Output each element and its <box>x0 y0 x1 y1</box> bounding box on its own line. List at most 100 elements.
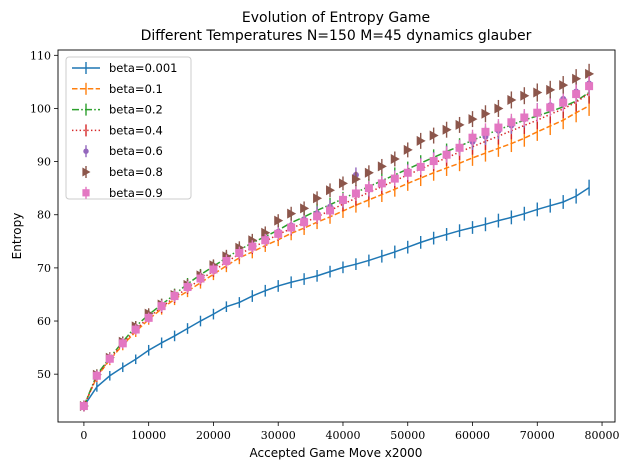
legend-entry-beta-0-2-label: beta=0.2 <box>109 103 163 117</box>
series-beta-0-9-point <box>300 218 309 227</box>
series-beta-0-9-point <box>235 249 244 258</box>
legend-entry-beta-0-2: beta=0.2 <box>72 103 163 117</box>
legend-entry-beta-0-1-label: beta=0.1 <box>109 82 163 96</box>
series-beta-0-9-point <box>79 402 88 411</box>
series-beta-0-9-point <box>390 174 399 183</box>
chart-subtitle: Different Temperatures N=150 M=45 dynami… <box>141 28 532 44</box>
series-beta-0-9-point <box>546 103 555 112</box>
series-beta-0-9-point <box>572 90 581 99</box>
series-beta-0-9-point <box>144 313 153 322</box>
y-axis-label: Entropy <box>10 213 24 260</box>
series-beta-0-8-point <box>468 114 478 125</box>
x-tick-label: 0 <box>80 429 87 442</box>
x-axis-label: Accepted Game Move x2000 <box>250 446 423 460</box>
series-beta-0-9-point <box>559 98 568 107</box>
legend-entry-beta-0-6: beta=0.6 <box>83 144 163 158</box>
series-beta-0-9-point <box>261 236 270 245</box>
series-beta-0-001-line <box>83 187 590 407</box>
series-beta-0-8-point <box>390 153 400 164</box>
series-beta-0-9-point <box>313 212 322 221</box>
series-beta-0-9-point <box>248 242 257 251</box>
series-beta-0-9-point <box>196 274 205 283</box>
series-beta-0-9-point <box>377 179 386 188</box>
series-beta-0-9-point <box>183 283 192 292</box>
y-tick-label: 90 <box>37 156 51 169</box>
series-beta-0-8-point <box>338 178 348 189</box>
series-beta-0-8-point <box>455 119 465 130</box>
legend-entry-beta-0-4: beta=0.4 <box>72 123 163 137</box>
series-beta-0-8-point <box>351 174 361 185</box>
x-tick-label: 50000 <box>390 429 425 442</box>
legend-entry-beta-0-8: beta=0.8 <box>82 165 163 179</box>
series-beta-0-8-point <box>481 108 491 119</box>
y-tick-label: 70 <box>37 262 51 275</box>
legend-entry-beta-0-1: beta=0.1 <box>72 82 163 96</box>
y-tick-label: 80 <box>37 209 51 222</box>
series-beta-0-9-point <box>92 371 101 380</box>
series-beta-0-8-point <box>572 73 582 84</box>
series-beta-0-8-point <box>326 185 336 196</box>
series-beta-0-8-point <box>507 94 517 105</box>
series-beta-0-9-point <box>585 82 594 91</box>
series-beta-0-9-point <box>429 157 438 166</box>
legend-entry-beta-0-001: beta=0.001 <box>72 61 178 75</box>
legend-entry-beta-0-8-label: beta=0.8 <box>109 165 163 179</box>
series-beta-0-9-point <box>364 184 373 193</box>
series-beta-0-8-point <box>274 215 284 226</box>
series-beta-0-8-point <box>287 208 297 219</box>
series-beta-0-9-point <box>533 108 542 117</box>
series-beta-0-9 <box>79 76 594 412</box>
series-beta-0-9-point <box>507 118 516 127</box>
series-beta-0-9-point <box>455 143 464 152</box>
series-beta-0-8-point <box>546 84 556 95</box>
legend-entry-beta-0-9-swatch-marker <box>82 189 90 197</box>
axes-layer: 0 10000 20000 30000 40000 50000 60000 70000 8000… <box>30 49 620 442</box>
x-tick-label: 40000 <box>325 429 360 442</box>
series-beta-0-9-point <box>105 354 114 363</box>
legend: beta=0.001 beta=0.1 beta=0.2 beta=0.4 beta=0… <box>65 56 192 200</box>
plot-frame <box>57 49 616 423</box>
series-beta-0-9-point <box>494 123 503 132</box>
legend-entry-beta-0-4-label: beta=0.4 <box>109 123 163 137</box>
series-beta-0-8-point <box>364 167 374 178</box>
series-beta-0-2-line <box>83 91 590 407</box>
series-beta-0-9-point <box>520 113 529 122</box>
x-tick-label: 70000 <box>520 429 555 442</box>
legend-entry-beta-0-8-swatch-marker <box>82 167 91 177</box>
series-beta-0-8-point <box>559 80 569 91</box>
series-beta-0-8-point <box>313 193 323 204</box>
series-beta-0-1-line <box>83 105 590 407</box>
y-tick-label: 50 <box>37 368 51 381</box>
series-beta-0-8-point <box>533 87 543 98</box>
series-beta-0-8-point <box>377 161 387 172</box>
series-beta-0-9-point <box>274 229 283 238</box>
series-beta-0-9-point <box>442 150 451 159</box>
series-beta-0-8-point <box>429 130 439 141</box>
legend-entry-beta-0-001-label: beta=0.001 <box>109 61 178 75</box>
y-tick-label: 100 <box>30 102 51 115</box>
series-beta-0-9-point <box>118 339 127 348</box>
y-tick-label: 60 <box>37 315 51 328</box>
x-tick-label: 20000 <box>196 429 231 442</box>
series-beta-0-8-point <box>494 103 504 114</box>
x-tick-label: 10000 <box>131 429 166 442</box>
legend-entry-beta-0-9-label: beta=0.9 <box>109 186 163 200</box>
series-beta-0-8-point <box>442 124 452 135</box>
series-beta-0-9-point <box>326 206 335 215</box>
series-beta-0-8-point <box>403 144 413 155</box>
series-beta-0-9-point <box>481 127 490 136</box>
series-beta-0-9-point <box>287 223 296 232</box>
series-beta-0-9-point <box>222 256 231 265</box>
series-beta-0-9-point <box>403 168 412 177</box>
legend-entry-beta-0-9: beta=0.9 <box>82 186 163 200</box>
series-beta-0-9-point <box>338 195 347 204</box>
x-tick-label: 30000 <box>261 429 296 442</box>
legend-entry-beta-0-6-label: beta=0.6 <box>109 144 163 158</box>
series-beta-0-9-point <box>157 302 166 311</box>
series-beta-0-8-point <box>300 203 310 214</box>
y-tick-label: 110 <box>30 49 51 62</box>
x-tick-label: 60000 <box>455 429 490 442</box>
x-tick-label: 80000 <box>585 429 620 442</box>
legend-entry-beta-0-6-swatch-marker <box>83 148 89 154</box>
